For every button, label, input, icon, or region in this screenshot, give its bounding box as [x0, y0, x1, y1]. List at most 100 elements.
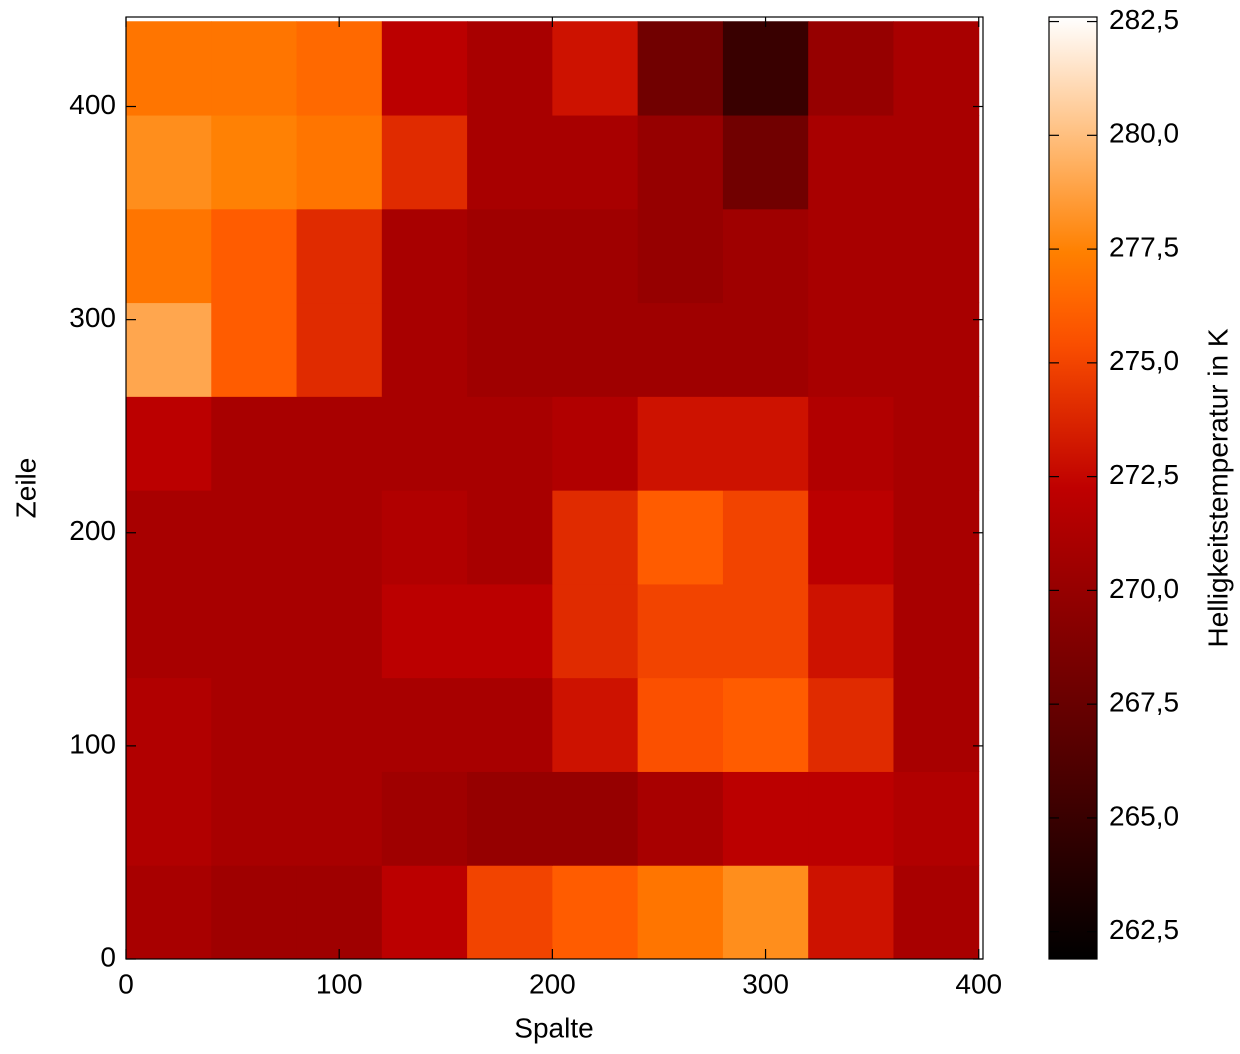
heatmap-cell: [211, 677, 298, 772]
heatmap-cell: [808, 865, 894, 960]
x-tick-label: 0: [118, 968, 134, 999]
heatmap-cell: [381, 21, 468, 116]
colorbar-tick-label: 265,0: [1109, 800, 1179, 831]
heatmap-cell: [552, 208, 639, 304]
heatmap-cell: [126, 302, 212, 397]
heatmap-cell: [211, 21, 298, 116]
heatmap-cell: [296, 302, 383, 397]
heatmap-cell: [552, 21, 639, 116]
y-tick-label: 100: [69, 728, 116, 759]
colorbar: [1048, 16, 1098, 960]
heatmap-cell: [296, 115, 383, 210]
heatmap-cell: [381, 771, 468, 866]
heatmap-cell: [467, 115, 553, 210]
heatmap-cell: [552, 865, 639, 960]
x-tick-label: 400: [955, 968, 1002, 999]
heatmap-cell: [211, 583, 298, 679]
y-tick-label: 200: [69, 515, 116, 546]
heatmap-cell: [126, 396, 212, 491]
heatmap-cell: [893, 302, 980, 397]
heatmap-cell: [467, 396, 553, 491]
heatmap-cell: [552, 396, 639, 491]
heatmap-cell: [722, 583, 809, 679]
heatmap-cell: [722, 396, 809, 491]
heatmap-cell: [296, 583, 383, 679]
heatmap-cell: [552, 302, 639, 397]
heatmap-cell: [126, 208, 212, 304]
heatmap-cell: [126, 677, 212, 772]
heatmap-cell: [893, 208, 980, 304]
x-tick-label: 300: [742, 968, 789, 999]
heatmap-cell: [893, 21, 980, 116]
heatmap-cell: [637, 396, 724, 491]
heatmap-cell: [467, 302, 553, 397]
heatmap-cell: [296, 865, 383, 960]
heatmap-cell: [893, 115, 980, 210]
heatmap-cell: [126, 115, 212, 210]
heatmap-cell: [722, 490, 809, 585]
heatmap-cell: [637, 865, 724, 960]
heatmap-cell: [381, 677, 468, 772]
heatmap-cell: [381, 490, 468, 585]
heatmap-cell: [808, 208, 894, 304]
heatmap-cell: [722, 771, 809, 866]
heatmap-cell: [637, 208, 724, 304]
heatmap-cell: [467, 677, 553, 772]
heatmap-cell: [381, 583, 468, 679]
heatmap-cell: [381, 865, 468, 960]
colorbar-tick-label: 262,5: [1109, 914, 1179, 945]
heatmap-cell: [211, 302, 298, 397]
heatmap-cell: [126, 583, 212, 679]
y-axis-label: Zeile: [10, 458, 41, 519]
heatmap-cell: [467, 490, 553, 585]
heatmap-cell: [808, 115, 894, 210]
heatmap-cell: [637, 302, 724, 397]
heatmap-cell: [552, 583, 639, 679]
heatmap-cell: [381, 115, 468, 210]
heatmap-cell: [893, 865, 980, 960]
heatmap-cell: [722, 865, 809, 960]
heatmap-cell: [637, 490, 724, 585]
colorbar-tick-label: 280,0: [1109, 118, 1179, 149]
heatmap-cell: [211, 115, 298, 210]
colorbar-tick-label: 267,5: [1109, 687, 1179, 718]
plot-frame: [125, 16, 984, 960]
heatmap-cell: [211, 771, 298, 866]
heatmap-cell: [296, 677, 383, 772]
heatmap-cell: [126, 490, 212, 585]
colorbar-tick-label: 282,5: [1109, 4, 1179, 35]
heatmap-cell: [552, 771, 639, 866]
heatmap-cell: [893, 771, 980, 866]
heatmap-cell: [467, 583, 553, 679]
heatmap-cell: [211, 396, 298, 491]
heatmap-cell: [808, 302, 894, 397]
heatmap-cell: [722, 677, 809, 772]
y-tick-label: 300: [69, 302, 116, 333]
x-tick-label: 100: [316, 968, 363, 999]
heatmap-cell: [808, 396, 894, 491]
colorbar-tick-label: 270,0: [1109, 573, 1179, 604]
x-tick-label: 200: [529, 968, 576, 999]
heatmap-cell: [637, 21, 724, 116]
heatmap-cell: [296, 396, 383, 491]
heatmap-cell: [637, 583, 724, 679]
heatmap-cell: [808, 490, 894, 585]
heatmap-cell: [552, 677, 639, 772]
heatmap-cell: [722, 21, 809, 116]
heatmap-cell: [211, 208, 298, 304]
heatmap-cell: [296, 771, 383, 866]
heatmap-cell: [296, 21, 383, 116]
colorbar-label: Helligkeitstemperatur in K: [1202, 328, 1233, 647]
y-tick-label: 400: [69, 89, 116, 120]
heatmap-cell: [722, 115, 809, 210]
colorbar-tick-label: 275,0: [1109, 345, 1179, 376]
heatmap-cell: [211, 865, 298, 960]
heatmap-cell: [637, 115, 724, 210]
heatmap-cell: [467, 208, 553, 304]
heatmap-cell: [381, 208, 468, 304]
heatmap-cell: [722, 208, 809, 304]
heatmap-cell: [381, 302, 468, 397]
heatmap-cell: [126, 771, 212, 866]
heatmap-cell: [893, 677, 980, 772]
heatmap-cell: [808, 21, 894, 116]
